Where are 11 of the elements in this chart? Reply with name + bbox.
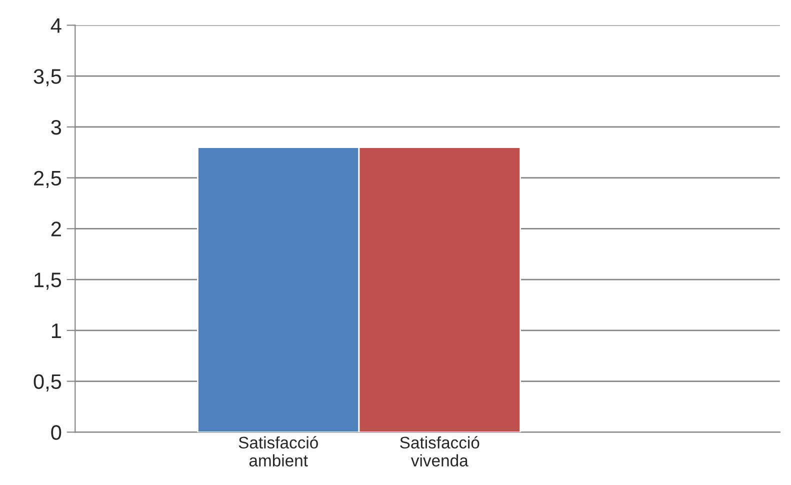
y-tick-label: 0,5 (34, 374, 62, 392)
y-tick-label: 1 (52, 324, 61, 338)
x-tick-label: Satisfacció ambient (238, 436, 318, 466)
x-tick-label: Satisfacció vivenda (400, 436, 480, 466)
y-tick-label: 0 (51, 425, 62, 440)
y-tick-label: 3,5 (34, 69, 62, 86)
y-tick-label: 2,5 (34, 170, 62, 188)
y-tick-label: 1,5 (34, 272, 62, 290)
y-tick-label: 4 (50, 18, 62, 33)
y-tick-label: 3 (51, 120, 62, 135)
y-tick-label: 2 (51, 222, 61, 236)
